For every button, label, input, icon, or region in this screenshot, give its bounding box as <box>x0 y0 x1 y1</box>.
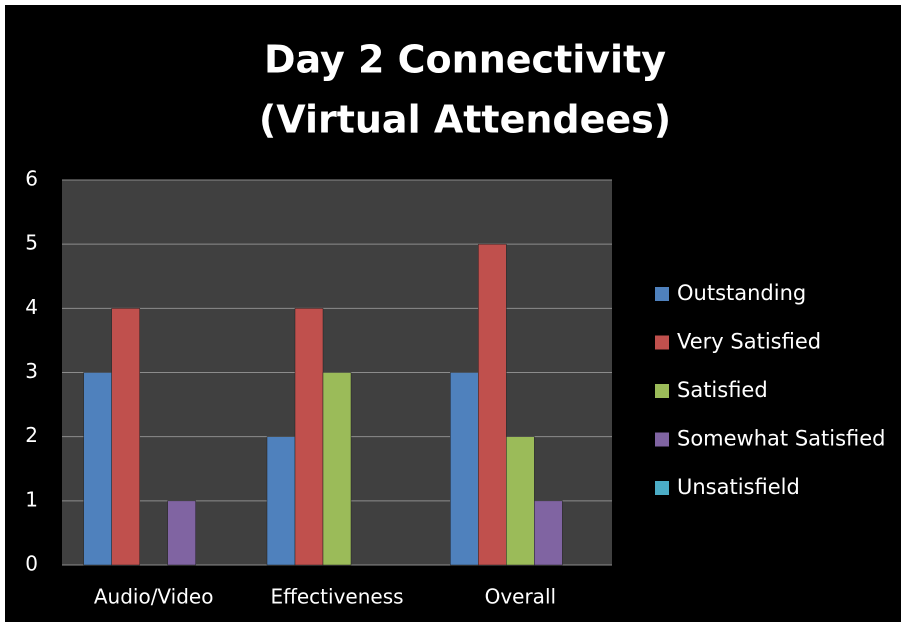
bar <box>506 436 535 566</box>
legend-label: Somewhat Satisfied <box>677 427 886 451</box>
chart-title: (Virtual Attendees) <box>259 98 671 142</box>
y-tick-label: 5 <box>25 231 38 255</box>
bar <box>450 372 479 566</box>
bar <box>534 500 563 566</box>
legend-swatch <box>655 481 669 495</box>
bar <box>322 372 352 566</box>
bar <box>294 308 324 566</box>
x-tick-label: Effectiveness <box>270 585 403 609</box>
legend-label: Unsatisfield <box>677 475 800 499</box>
bar <box>111 308 140 566</box>
legend-label: Outstanding <box>677 281 806 305</box>
legend-swatch <box>655 432 669 447</box>
y-tick-label: 0 <box>25 552 38 576</box>
chart-title: Day 2 Connectivity <box>264 38 666 82</box>
legend-label: Satisfied <box>677 378 768 402</box>
y-tick-label: 6 <box>25 167 38 191</box>
bar <box>167 500 196 566</box>
y-tick-label: 4 <box>25 295 38 319</box>
y-tick-label: 1 <box>25 487 38 511</box>
bar <box>478 243 507 566</box>
y-tick-label: 2 <box>25 423 38 447</box>
bar <box>83 372 112 566</box>
bar <box>266 436 296 566</box>
y-tick-label: 3 <box>25 359 38 383</box>
legend-swatch <box>655 287 669 301</box>
legend-swatch <box>655 335 669 350</box>
legend-label: Very Satisfied <box>677 330 821 354</box>
x-tick-label: Overall <box>485 585 556 609</box>
x-tick-label: Audio/Video <box>94 585 214 609</box>
legend-swatch <box>655 384 669 398</box>
